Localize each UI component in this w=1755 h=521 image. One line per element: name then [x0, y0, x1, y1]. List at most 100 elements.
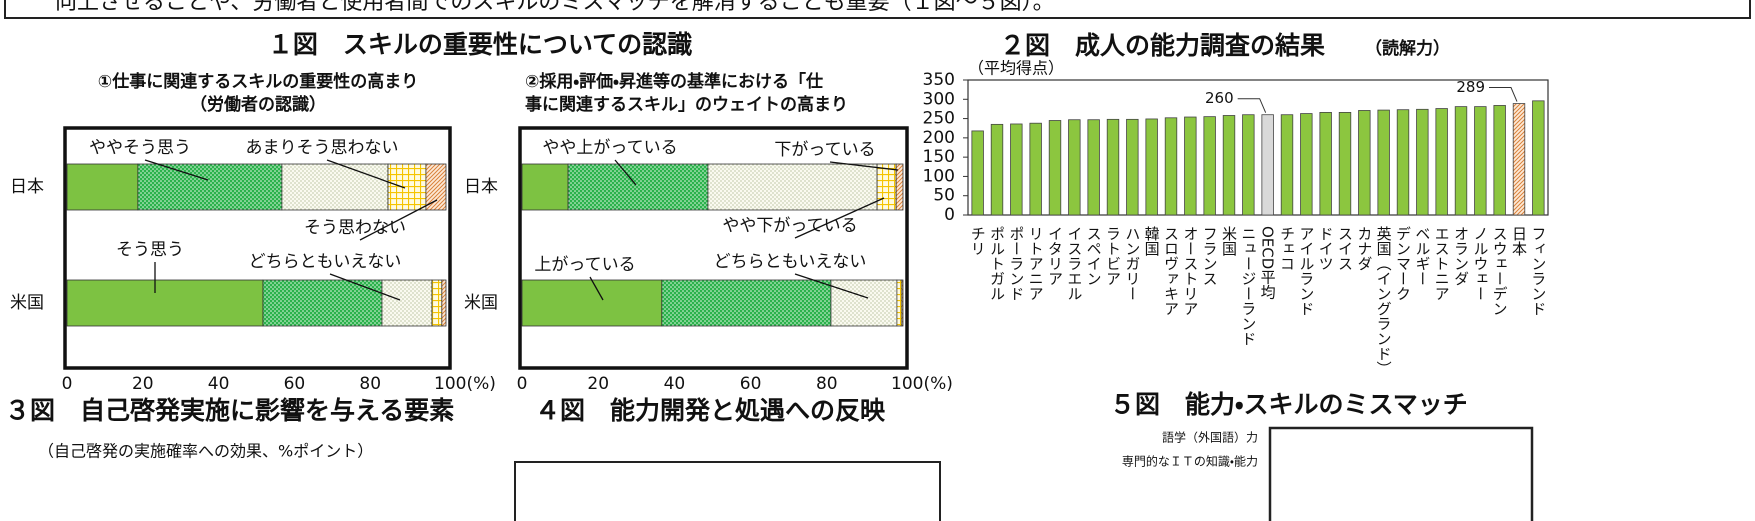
category-label: 米国 [464, 293, 498, 313]
x-tick-label: 20 [587, 374, 609, 394]
bar-segment [707, 163, 878, 211]
y-tick-label: 350 [923, 70, 955, 90]
x-tick-label: 韓国 [1143, 226, 1161, 256]
bar-segment [521, 279, 663, 327]
bar [1280, 114, 1294, 216]
x-tick-label: フランス [1201, 226, 1219, 286]
leader-line [144, 159, 209, 181]
x-tick-label: スロヴァキア [1162, 226, 1180, 316]
bar [1242, 114, 1255, 216]
x-tick-label: 80 [816, 374, 838, 394]
bar-segment [567, 163, 709, 211]
bar [1300, 113, 1313, 216]
leader-line [794, 273, 869, 299]
y-tick-label: 0 [944, 205, 955, 225]
bar [1222, 115, 1236, 216]
figure-title: ３図 自己啓発実施に影響を与える要素 [5, 396, 454, 425]
x-tick-label: 日本 [1510, 226, 1528, 256]
bar [1087, 119, 1100, 216]
legend-label: そう思わない [304, 218, 406, 238]
x-tick-label: カナダ [1355, 226, 1373, 271]
y-tick-label: 250 [923, 109, 955, 129]
bar [1010, 123, 1023, 216]
data-label: 289 [1456, 78, 1485, 96]
bar-segment [262, 279, 383, 327]
bar [1319, 112, 1332, 216]
bar-segment [661, 279, 832, 327]
bar [1048, 120, 1062, 216]
x-tick-label: 20 [132, 374, 154, 394]
chart-subtitle: （読解力） [1365, 38, 1450, 59]
x-tick-label: 米国 [1220, 226, 1238, 256]
bar [1145, 118, 1158, 216]
leader-line [329, 273, 401, 301]
bar [1203, 116, 1216, 216]
leader-line [794, 197, 885, 239]
legend-label: 下がっている [774, 140, 875, 160]
bar-segment [441, 279, 447, 327]
x-tick-label: ニュージーランド [1239, 226, 1257, 346]
x-tick-label: ドイツ [1317, 226, 1335, 271]
x-tick-label: OECD平均 [1259, 226, 1277, 301]
x-tick-label: 80 [359, 374, 381, 394]
legend-label: そう思う [116, 240, 184, 260]
bar [1184, 116, 1197, 216]
x-tick-label: ノルウェー [1471, 226, 1489, 301]
bar [1261, 114, 1274, 216]
intro-box [4, 0, 1751, 19]
bar-segment [381, 279, 433, 327]
x-tick-label: 0 [62, 374, 73, 394]
bar-segment [66, 163, 139, 211]
x-tick-label: リトアニア [1027, 226, 1045, 301]
bar [1106, 118, 1120, 216]
x-tick-label: オランダ [1452, 226, 1470, 286]
bar [1532, 100, 1545, 216]
bar [1126, 118, 1139, 216]
bar [1416, 108, 1429, 216]
figure4-box [514, 461, 941, 521]
bar-segment [281, 163, 389, 211]
bar [1396, 109, 1410, 216]
intro-text: 向上させることや、労働者と使用者間でのスキルのミスマッチを解消することも重要（１… [55, 0, 1055, 15]
x-tick-label: ハンガリー [1123, 226, 1141, 301]
y-tick-label: 100 [923, 166, 955, 186]
leader-line [326, 159, 406, 189]
bar [1068, 119, 1081, 216]
x-tick-label: ベルギー [1413, 226, 1431, 286]
bar-segment [66, 279, 264, 327]
plot-frame [967, 79, 1549, 216]
bar-segment [896, 279, 903, 327]
x-tick-label: スイス [1336, 226, 1354, 271]
plot-frame [518, 126, 909, 370]
bar [1029, 122, 1042, 216]
bar [1164, 117, 1178, 216]
bar-segment [895, 163, 904, 211]
category-label: 専門的なＩＴの知識・能力 [1122, 454, 1258, 469]
bar [1512, 103, 1526, 216]
x-tick-label: 0 [517, 374, 528, 394]
x-tick-label: スウェーデン [1491, 226, 1509, 316]
y-tick-label: 300 [923, 89, 955, 109]
chart-title: ②採用・評価・昇進等の基準における「仕事に関連するスキル」のウェイトの高まり [525, 71, 848, 115]
category-label: 語学（外国語）力 [1162, 430, 1258, 445]
y-tick-label: 50 [933, 186, 955, 206]
x-tick-label: 40 [664, 374, 686, 394]
x-tick-label: 100(%) [434, 374, 496, 394]
legend-label: やや下がっている [722, 216, 857, 236]
x-tick-label: 40 [208, 374, 230, 394]
leader-line [359, 199, 438, 241]
bar [1377, 109, 1390, 216]
category-label: 日本 [10, 177, 44, 197]
leader-line [829, 161, 899, 171]
bar-segment [876, 163, 897, 211]
axis-label: （平均得点） [968, 59, 1064, 78]
plot-frame [63, 126, 452, 370]
bar [1358, 110, 1371, 216]
bar [971, 130, 984, 216]
y-tick-label: 200 [923, 128, 955, 148]
x-tick-label: チリ [969, 226, 987, 256]
x-tick-label: 60 [740, 374, 762, 394]
leader-line [1237, 98, 1267, 113]
